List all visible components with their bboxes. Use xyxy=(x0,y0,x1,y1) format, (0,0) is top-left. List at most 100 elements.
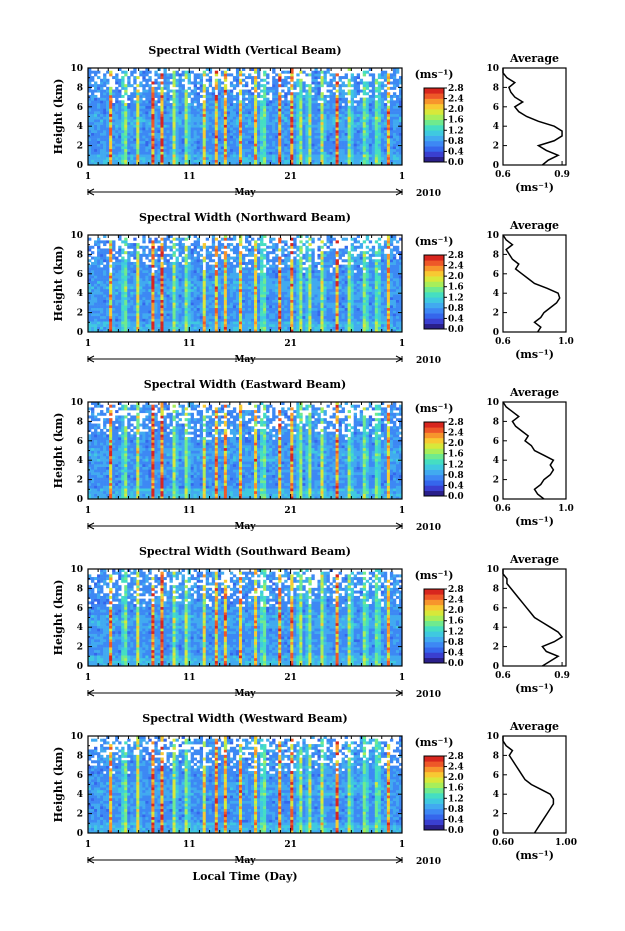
heatmap-cell xyxy=(353,94,358,98)
heatmap-cell xyxy=(133,286,137,290)
heatmap-cell xyxy=(275,154,279,158)
heatmap-cell xyxy=(109,124,113,128)
heatmap-cell xyxy=(392,92,397,96)
heatmap-cell xyxy=(97,251,101,255)
avg-x-tick-label: 0.9 xyxy=(554,170,570,180)
heatmap-cell xyxy=(389,113,394,117)
heatmap-cell xyxy=(163,73,167,77)
heatmap-cell xyxy=(205,288,210,292)
heatmap-cell xyxy=(293,135,297,139)
heatmap-cell xyxy=(151,321,155,325)
heatmap-cell xyxy=(193,296,197,300)
heatmap-cell xyxy=(317,151,321,155)
heatmap-cell xyxy=(214,321,219,325)
heatmap-cell xyxy=(169,267,173,271)
heatmap-cell xyxy=(124,329,128,333)
heatmap-cell xyxy=(88,97,92,101)
heatmap-cell xyxy=(217,323,222,327)
heatmap-cell xyxy=(181,237,185,241)
heatmap-cell xyxy=(269,146,273,150)
heatmap-cell xyxy=(260,116,264,120)
heatmap-cell xyxy=(395,146,400,150)
heatmap-cell xyxy=(359,81,364,85)
heatmap-cell xyxy=(181,264,185,268)
heatmap-cell xyxy=(229,89,234,93)
heatmap-cell xyxy=(235,97,240,101)
heatmap-cell xyxy=(326,113,330,117)
heatmap-cell xyxy=(166,305,170,309)
heatmap-cell xyxy=(241,124,246,128)
heatmap-cell xyxy=(196,313,201,317)
heatmap-cell xyxy=(296,73,300,77)
heatmap-cell xyxy=(208,103,213,107)
colorbar-swatch xyxy=(424,146,444,152)
heatmap-cell xyxy=(190,89,194,93)
heatmap-cell xyxy=(91,275,95,279)
heatmap-cell xyxy=(181,154,185,158)
heatmap-cell xyxy=(332,76,336,80)
heatmap-cell xyxy=(281,70,285,74)
heatmap-cell xyxy=(205,159,210,163)
heatmap-cell xyxy=(115,78,119,82)
heatmap-cell xyxy=(377,148,382,152)
heatmap-cell xyxy=(172,111,176,115)
heatmap-cell xyxy=(320,81,324,85)
heatmap-cell xyxy=(130,296,134,300)
heatmap-cell xyxy=(145,267,149,271)
heatmap-cell xyxy=(196,162,201,166)
heatmap-cell xyxy=(160,135,164,139)
heatmap-cell xyxy=(272,68,276,71)
heatmap-cell xyxy=(88,275,92,279)
heatmap-cell xyxy=(94,261,98,265)
heatmap-cell xyxy=(299,146,303,150)
heatmap-cell xyxy=(290,121,294,125)
heatmap-cell xyxy=(139,264,143,268)
heatmap-cell xyxy=(365,138,370,142)
heatmap-cell xyxy=(377,103,382,107)
heatmap-cell xyxy=(205,307,210,311)
heatmap-cell xyxy=(229,270,234,274)
heatmap-cell xyxy=(344,129,348,133)
heatmap-cell xyxy=(172,296,176,300)
heatmap-cell xyxy=(181,148,185,152)
heatmap-cell xyxy=(148,240,152,244)
heatmap-cell xyxy=(109,92,113,96)
colorbar-tick-label: 0.8 xyxy=(448,137,464,147)
heatmap-cell xyxy=(232,105,237,109)
heatmap-cell xyxy=(296,162,300,166)
heatmap-cell xyxy=(296,105,300,109)
heatmap-cell xyxy=(347,105,351,109)
heatmap-cell xyxy=(365,84,370,88)
heatmap-cell xyxy=(377,146,382,150)
heatmap-cell xyxy=(136,97,140,101)
heatmap-cell xyxy=(115,121,119,125)
heatmap-cell xyxy=(398,143,403,147)
heatmap-cell xyxy=(199,84,204,88)
heatmap-cell xyxy=(223,321,228,325)
heatmap-cell xyxy=(284,119,288,123)
heatmap-cell xyxy=(338,92,342,96)
heatmap-cell xyxy=(136,108,140,112)
heatmap-cell xyxy=(359,108,364,112)
heatmap-cell xyxy=(211,264,216,268)
heatmap-cell xyxy=(97,318,101,322)
heatmap-cell xyxy=(94,143,98,147)
heatmap-cell xyxy=(208,138,213,142)
heatmap-cell xyxy=(386,73,391,77)
heatmap-cell xyxy=(278,135,282,139)
heatmap-cell xyxy=(187,299,191,303)
heatmap-cell xyxy=(371,89,376,93)
heatmap-cell xyxy=(187,280,191,284)
heatmap-cell xyxy=(245,151,249,155)
heatmap-cell xyxy=(100,156,104,160)
heatmap-cell xyxy=(139,119,143,123)
heatmap-cell xyxy=(121,121,125,125)
heatmap-cell xyxy=(245,146,249,150)
heatmap-cell xyxy=(163,270,167,274)
heatmap-cell xyxy=(266,143,270,147)
heatmap-cell xyxy=(97,127,101,131)
heatmap-cell xyxy=(229,323,234,327)
heatmap-cell xyxy=(157,270,161,274)
heatmap-cell xyxy=(299,132,303,136)
heatmap-cell xyxy=(308,116,312,120)
